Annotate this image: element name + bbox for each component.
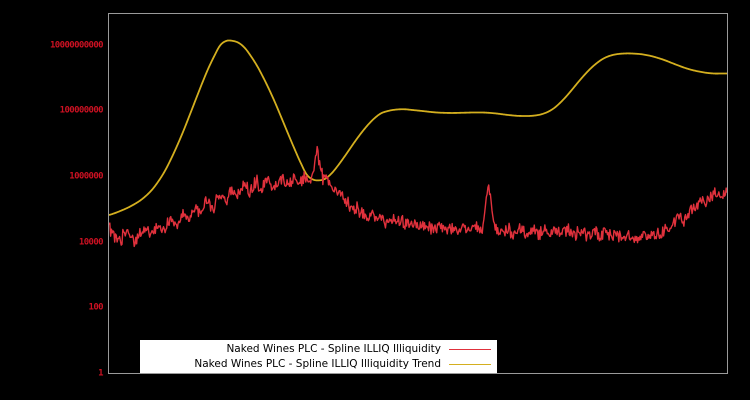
- y-tick-label: 1: [98, 368, 103, 379]
- y-tick-label: 1000000: [69, 171, 103, 182]
- y-tick-label: 100: [88, 302, 104, 313]
- y-axis-tick-labels: 1 100 10000 1000000 100000000 10000000000: [0, 13, 104, 378]
- plot-svg: [109, 39, 727, 248]
- legend-entry-illiquidity: Naked Wines PLC - Spline ILLIQ Illiquidi…: [140, 342, 497, 357]
- legend-label-trend: Naked Wines PLC - Spline ILLIQ Illiquidi…: [194, 357, 441, 370]
- y-tick-label: 10000000000: [49, 40, 104, 51]
- illiquidity-line-series: [109, 145, 727, 248]
- chart-legend: Naked Wines PLC - Spline ILLIQ Illiquidi…: [140, 340, 497, 373]
- y-tick-label: 10000: [78, 237, 104, 248]
- legend-entry-trend: Naked Wines PLC - Spline ILLIQ Illiquidi…: [140, 357, 497, 372]
- legend-swatch-trend: [449, 363, 491, 365]
- plot-area: [108, 13, 728, 374]
- legend-swatch-illiquidity: [449, 348, 491, 350]
- legend-label-illiquidity: Naked Wines PLC - Spline ILLIQ Illiquidi…: [226, 342, 441, 355]
- y-tick-label: 100000000: [59, 105, 104, 116]
- trend-line-series: [109, 39, 727, 216]
